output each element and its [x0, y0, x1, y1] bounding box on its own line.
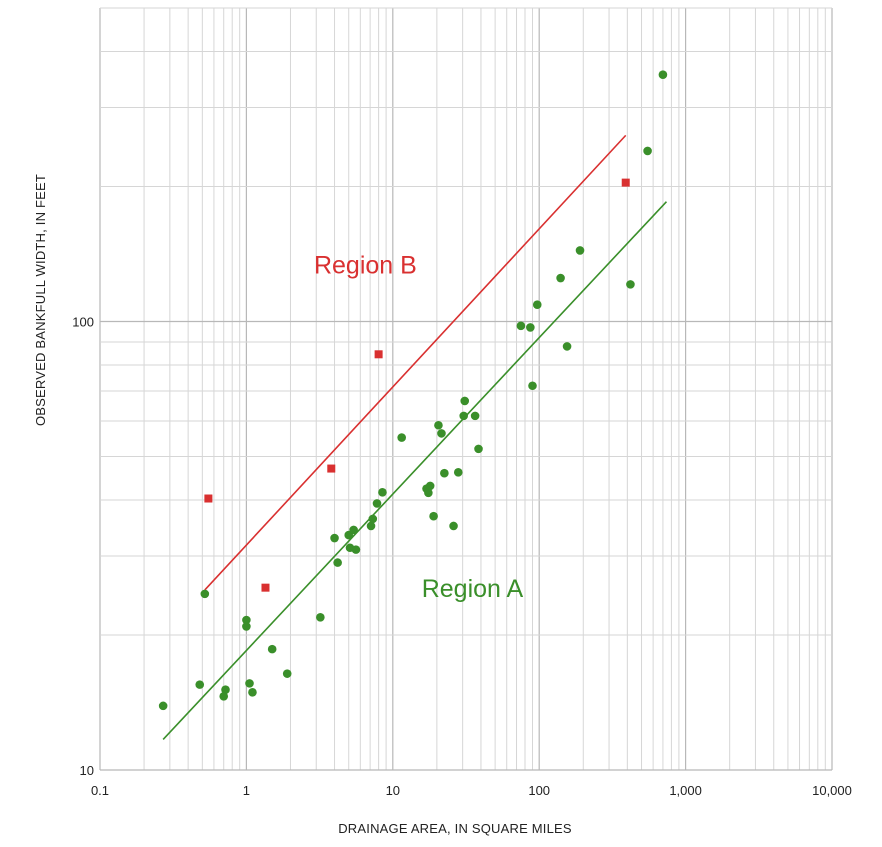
data-point-region-a	[556, 273, 565, 283]
data-point-region-b	[374, 350, 383, 359]
y-tick-label: 10	[80, 763, 94, 778]
data-point-region-b	[261, 583, 270, 592]
data-point-region-a	[562, 342, 572, 351]
data-point-region-a	[440, 468, 449, 478]
data-point-region-a	[195, 680, 205, 689]
data-point-region-a	[248, 688, 257, 697]
x-tick-label: 1	[243, 783, 250, 798]
data-point-region-a	[516, 321, 526, 331]
data-point-region-a	[372, 499, 382, 508]
data-point-region-a	[528, 381, 537, 391]
data-point-region-a	[242, 622, 251, 631]
data-point-region-a	[267, 644, 277, 654]
data-point-region-a	[245, 679, 254, 688]
data-point-region-a	[349, 525, 358, 535]
data-point-region-a	[434, 420, 443, 430]
data-point-region-b	[621, 178, 630, 187]
data-point-region-a	[242, 615, 251, 625]
grid	[99, 7, 833, 771]
data-points	[158, 70, 668, 711]
data-point-region-a	[575, 246, 585, 255]
data-point-region-a	[378, 488, 387, 497]
y-axis-label: OBSERVED BANKFULL WIDTH, IN FEET	[33, 174, 48, 426]
x-tick-label: 10,000	[812, 783, 852, 798]
data-point-region-a	[424, 488, 433, 498]
data-point-region-b	[327, 464, 336, 473]
data-point-region-a	[221, 685, 230, 695]
data-point-region-b	[204, 494, 213, 503]
data-point-region-a	[425, 481, 435, 491]
data-point-region-a	[397, 433, 406, 442]
x-tick-label: 100	[528, 783, 550, 798]
data-point-region-a	[526, 323, 535, 332]
annotation-region-a: Region A	[422, 575, 524, 603]
data-point-region-a	[366, 521, 376, 531]
data-point-region-a	[626, 280, 635, 289]
data-point-region-a	[460, 396, 470, 406]
data-point-region-a	[368, 514, 378, 524]
data-point-region-a	[658, 70, 668, 80]
x-tick-label: 1,000	[669, 783, 702, 798]
data-point-region-a	[453, 468, 463, 477]
data-point-region-a	[643, 146, 652, 156]
y-tick-label: 100	[72, 314, 94, 329]
data-point-region-a	[474, 444, 483, 454]
data-point-region-a	[200, 589, 210, 599]
annotation-region-b: Region B	[314, 251, 417, 279]
data-point-region-a	[459, 411, 469, 421]
data-point-region-a	[470, 411, 480, 421]
data-point-region-a	[330, 533, 339, 543]
fit-lines	[162, 134, 668, 740]
data-point-region-a	[429, 511, 438, 521]
data-point-region-a	[449, 521, 458, 531]
x-tick-label: 0.1	[91, 783, 109, 798]
x-axis-label: DRAINAGE AREA, IN SQUARE MILES	[338, 821, 572, 836]
fit-line-region-b	[204, 134, 627, 591]
data-point-region-a	[437, 429, 446, 438]
data-point-region-a	[219, 691, 229, 701]
x-tick-label: 10	[386, 783, 400, 798]
data-point-region-a	[282, 669, 292, 678]
data-point-region-a	[158, 701, 168, 711]
data-point-region-a	[351, 545, 361, 554]
tick-labels: 0.1 1 10 100 1,000 10,000 10 100	[72, 314, 852, 798]
fit-line-region-a	[162, 201, 668, 740]
data-point-region-a	[532, 300, 542, 310]
data-point-region-a	[333, 558, 342, 567]
data-point-region-a	[316, 613, 325, 622]
annotations: Region B Region A	[314, 251, 524, 603]
